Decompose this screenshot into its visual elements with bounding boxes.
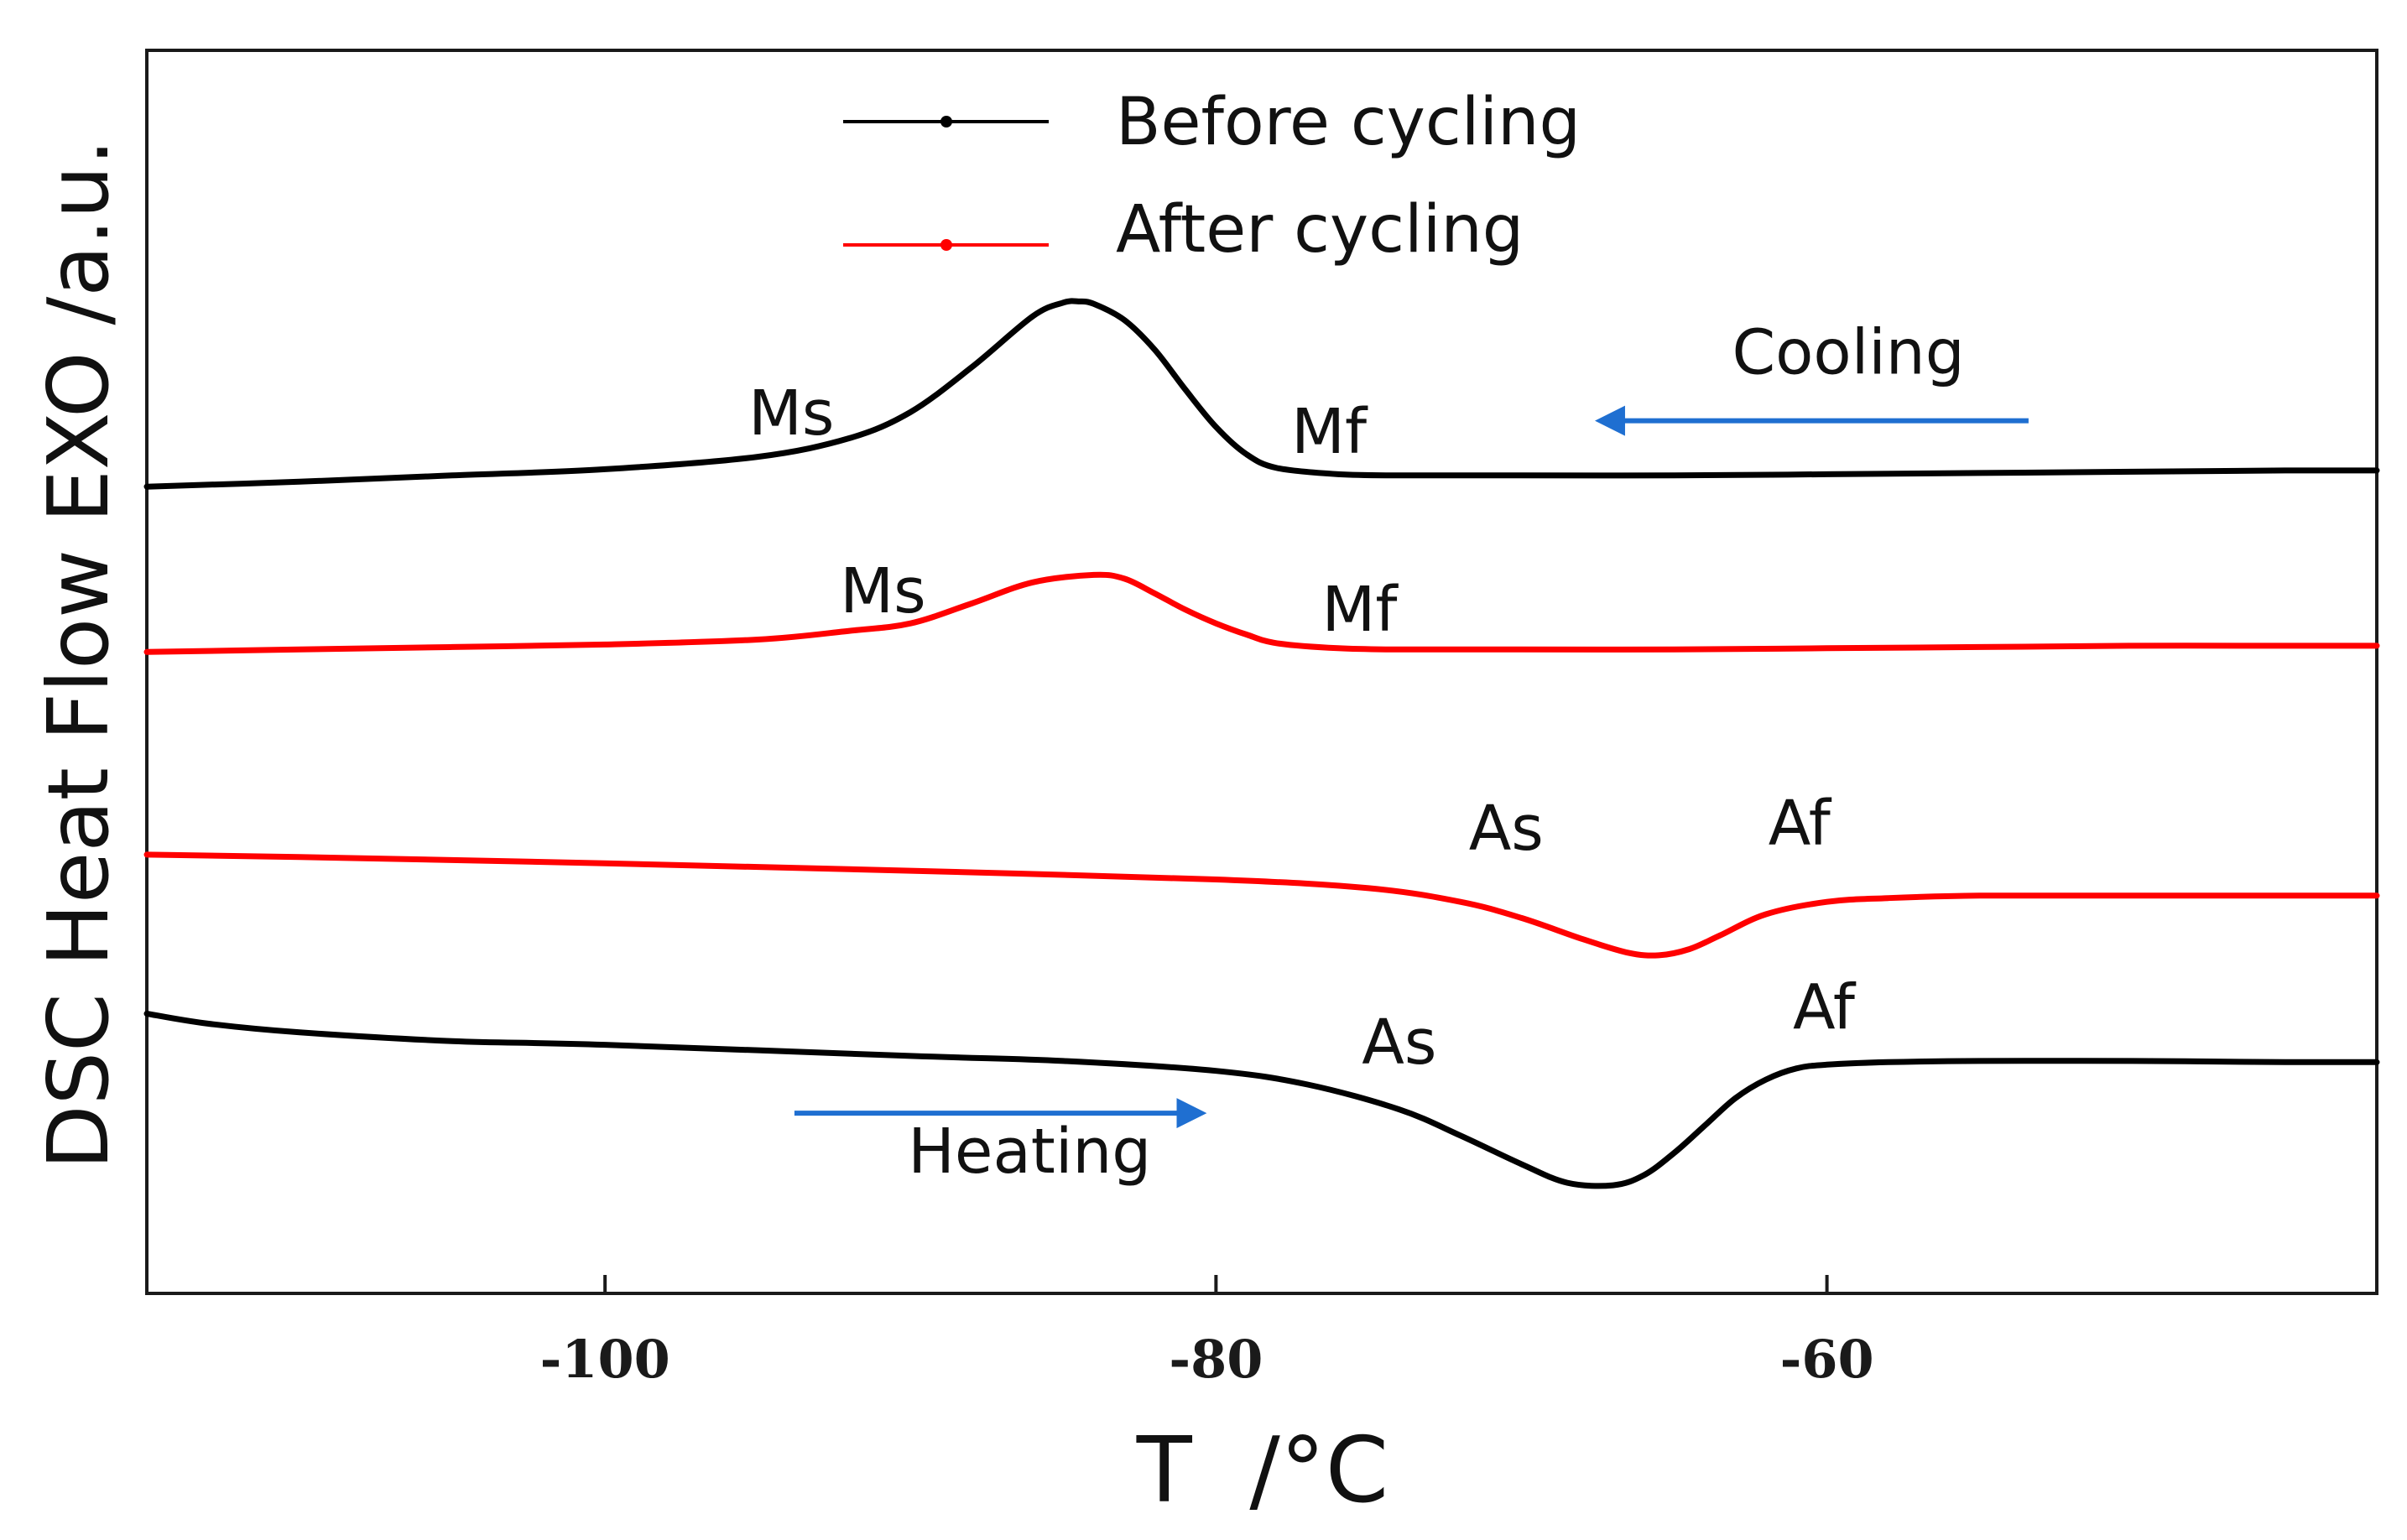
series-line-before-cycling-heating <box>143 1011 2380 1189</box>
plot-frame <box>145 49 2378 1295</box>
x-tick-label: -60 <box>1780 1329 1874 1390</box>
annotation-af: Af <box>1793 971 1857 1043</box>
annotation-mf: Mf <box>1322 574 1399 646</box>
series-line-after-cycling-heating <box>143 851 2380 959</box>
x-axis-ticks: -100 -80 -60 <box>540 1275 1874 1390</box>
annotation-cooling: Cooling <box>1732 316 1964 388</box>
annotation-as: As <box>1469 793 1544 865</box>
data-series <box>143 298 2380 1189</box>
direction-arrows <box>794 405 2029 1129</box>
series-line-after-cycling-cooling <box>143 571 2380 655</box>
annotation-heating: Heating <box>908 1116 1151 1188</box>
series-line-before-cycling-cooling <box>143 298 2380 490</box>
annotation-ms: Ms <box>748 377 834 450</box>
legend-label-after: After cycling <box>1116 192 1524 268</box>
legend-marker-after <box>940 239 952 251</box>
legend-marker-before <box>940 116 952 127</box>
x-tick-label: -100 <box>540 1329 670 1390</box>
y-axis-title: DSC Heat Flow EXO /a.u. <box>29 139 128 1170</box>
legend-label-before: Before cycling <box>1116 85 1581 160</box>
x-axis-title: T /°C <box>1136 1418 1388 1523</box>
annotation-ms: Ms <box>840 555 925 627</box>
legend: Before cycling After cycling <box>843 85 1581 268</box>
x-tick-label: -80 <box>1169 1329 1263 1390</box>
annotations: Ms Mf Ms Mf As Af As Af Cooling Heating <box>748 316 1965 1188</box>
annotation-af: Af <box>1769 788 1832 860</box>
annotation-mf: Mf <box>1291 396 1368 468</box>
annotation-as: As <box>1362 1007 1436 1079</box>
